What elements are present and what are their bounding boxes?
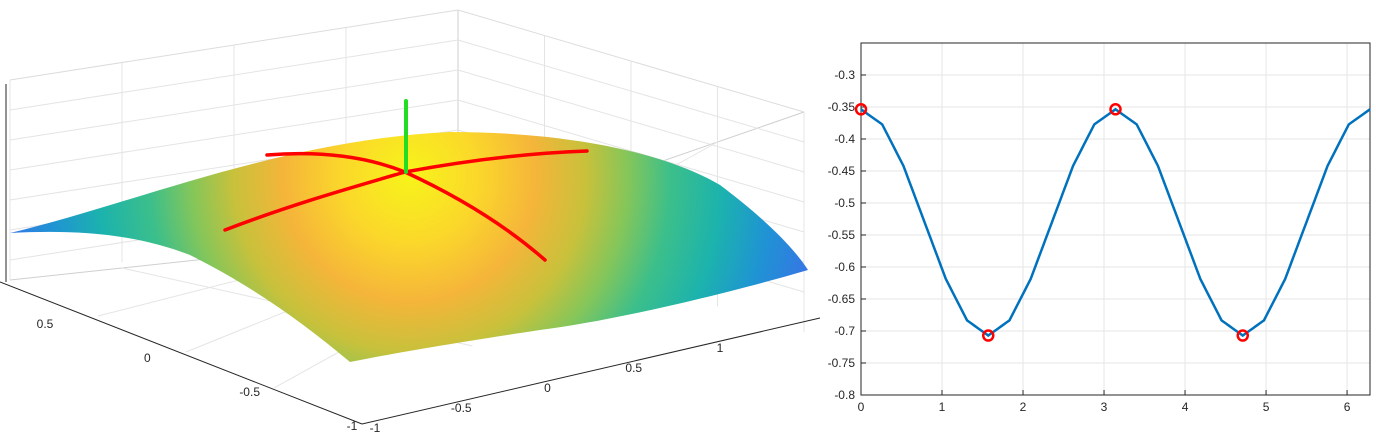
- surface-axis-lines: [0, 84, 821, 425]
- line-x-ticks: 0 1 2 3 4 5 6: [858, 390, 1351, 414]
- x-tick-label: 0: [858, 400, 865, 414]
- x-tick-label: 6: [1344, 400, 1351, 414]
- x-tick-label: 2: [1020, 400, 1027, 414]
- surface-curves: [223, 99, 589, 262]
- extremum-marker: [854, 103, 868, 116]
- line-markers: [854, 103, 1249, 342]
- surface-x-tick-label: 1: [717, 341, 724, 355]
- x-tick-label: 3: [1101, 400, 1108, 414]
- series-line: [860, 107, 1371, 338]
- line-series: [860, 107, 1371, 338]
- surface-y-ticks: 0.5 0 -0.5 -1: [37, 317, 358, 433]
- y-tick-label: -0.8: [834, 388, 855, 402]
- surface-y-tick-label: -1: [347, 419, 358, 433]
- y-tick-label: -0.45: [828, 164, 856, 178]
- y-tick-label: -0.55: [828, 228, 856, 242]
- x-tick-label: 1: [939, 400, 946, 414]
- surface-x-tick-label: 0.5: [625, 361, 642, 375]
- line-plot-area: [861, 43, 1370, 395]
- y-tick-label: -0.7: [834, 324, 855, 338]
- surface-x-ticks: -1 -0.5 0 0.5 1: [370, 341, 724, 435]
- extremum-marker: [1236, 329, 1249, 342]
- grid-line: [457, 39, 805, 143]
- x-tick-label: 5: [1263, 400, 1270, 414]
- surface-x-tick-label: -1: [370, 421, 381, 435]
- y-tick-label: -0.4: [834, 132, 855, 146]
- x-tick-label: 4: [1182, 400, 1189, 414]
- surface-y-tick-label: -0.5: [239, 385, 260, 399]
- surface-patch: [10, 132, 808, 362]
- surface-y-tick-label: 0.5: [37, 317, 54, 331]
- y-tick-label: -0.5: [834, 196, 855, 210]
- grid-line: [9, 99, 459, 171]
- y-tick-label: -0.65: [828, 292, 856, 306]
- grid-line: [9, 69, 459, 141]
- extremum-marker: [1109, 103, 1122, 116]
- surface-x-tick-label: 0: [544, 381, 551, 395]
- surface-x-tick-label: -0.5: [451, 401, 472, 415]
- line-axes-box: [860, 42, 1371, 396]
- y-tick-label: -0.6: [834, 260, 855, 274]
- y-tick-label: -0.35: [828, 100, 856, 114]
- surface-axes: -1 -0.5 0 0.5 1 0.5 0 -0.5 -1: [0, 9, 821, 435]
- line-y-ticks: -0.3 -0.35 -0.4 -0.45 -0.5 -0.55 -0.6 -0.65 -0.7…: [828, 68, 866, 402]
- y-tick-label: -0.3: [834, 68, 855, 82]
- grid-line: [9, 39, 459, 111]
- extremum-marker: [982, 329, 995, 342]
- surface-y-tick-label: 0: [144, 351, 151, 365]
- y-tick-label: -0.75: [828, 356, 856, 370]
- grid-line: [457, 69, 805, 173]
- grid-line: [457, 99, 805, 203]
